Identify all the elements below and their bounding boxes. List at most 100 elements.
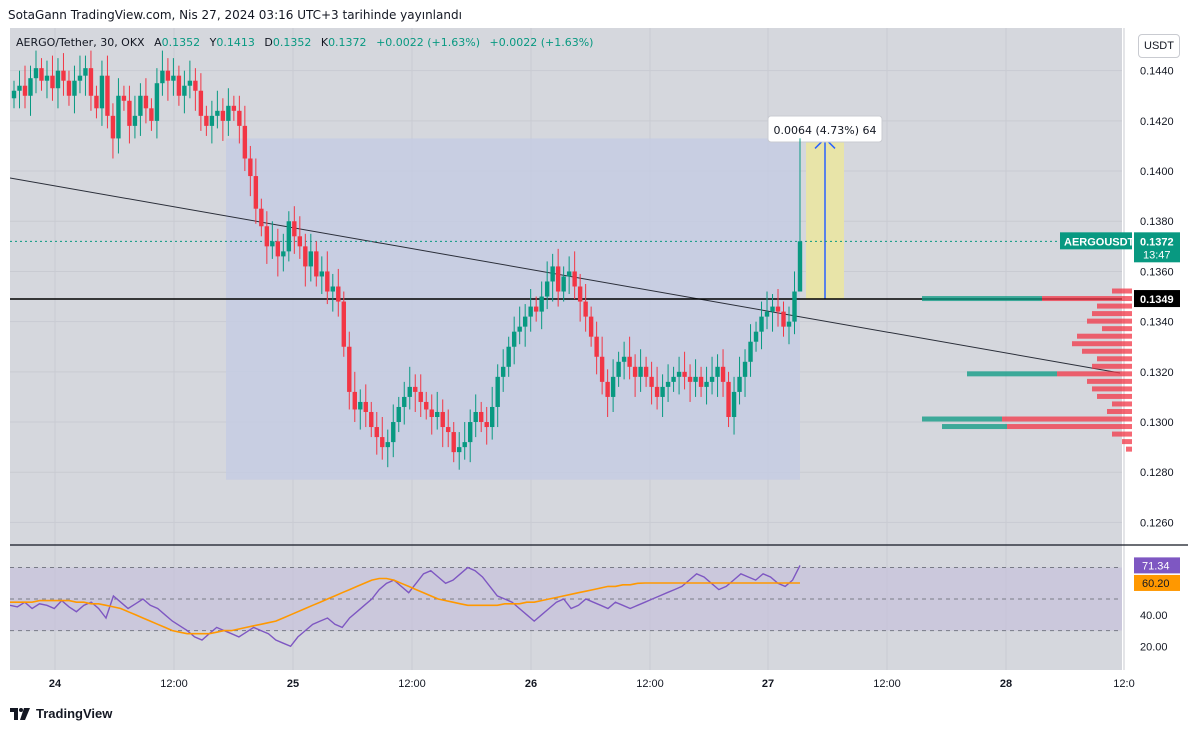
candle bbox=[396, 406, 401, 423]
rsi-tick-label: 40.00 bbox=[1140, 610, 1168, 622]
candle bbox=[336, 286, 341, 302]
candle bbox=[435, 411, 440, 418]
candle bbox=[528, 306, 533, 317]
symbol-tag: AERGOUSDT bbox=[1064, 236, 1135, 248]
candle bbox=[160, 70, 165, 84]
candle bbox=[616, 361, 621, 377]
range-box bbox=[226, 138, 800, 480]
candle bbox=[709, 376, 715, 382]
footer: TradingView bbox=[10, 706, 112, 721]
candle bbox=[517, 326, 522, 332]
chart-area[interactable]: 0.1440 0.1420 0.1400 0.1380 0.1360 0.1340 0.13… bbox=[10, 28, 1188, 696]
rsi-tag: 71.34 bbox=[1142, 560, 1170, 572]
measure-label-box bbox=[767, 115, 883, 143]
y-tick-label: 0.1380 bbox=[1140, 216, 1174, 228]
candle bbox=[275, 241, 281, 257]
candle bbox=[127, 100, 132, 126]
candle bbox=[248, 158, 253, 177]
volume-profile-bar bbox=[1107, 408, 1132, 414]
x-tick-label: 12:0 bbox=[1113, 678, 1134, 690]
high-label: Y bbox=[209, 36, 217, 49]
volume-profile-bar bbox=[1082, 348, 1132, 354]
candle bbox=[380, 437, 385, 448]
candle bbox=[391, 422, 396, 443]
volume-profile-bar bbox=[1092, 311, 1132, 317]
y-tick-label: 0.1300 bbox=[1140, 417, 1174, 429]
price-scale-background bbox=[1122, 28, 1188, 696]
symbol-tag-box bbox=[1060, 232, 1132, 250]
candle bbox=[347, 346, 352, 392]
volume-profile-bar bbox=[1097, 356, 1132, 362]
candle bbox=[143, 95, 149, 109]
rsi-tick-label: 20.00 bbox=[1140, 641, 1168, 653]
volume-profile-bar bbox=[967, 371, 1057, 377]
candle bbox=[462, 442, 467, 448]
volume-profile-bar bbox=[1072, 341, 1132, 347]
volume-profile-bar bbox=[922, 416, 1002, 422]
candle bbox=[220, 110, 226, 121]
candle bbox=[264, 226, 270, 247]
candle bbox=[215, 110, 220, 116]
candle bbox=[643, 366, 649, 377]
candle bbox=[446, 427, 451, 433]
candle bbox=[572, 271, 577, 287]
candle bbox=[577, 286, 583, 302]
candle bbox=[11, 90, 17, 99]
y-tick-label: 0.1340 bbox=[1140, 317, 1174, 329]
volume-profile-bar bbox=[1102, 326, 1132, 332]
candle bbox=[561, 276, 566, 292]
candle bbox=[341, 301, 346, 347]
candle bbox=[781, 311, 786, 327]
candle bbox=[385, 442, 390, 448]
candle bbox=[511, 331, 517, 347]
symbol-label: AERGO/Tether, 30, OKX bbox=[16, 36, 145, 49]
candle bbox=[116, 95, 121, 139]
candle bbox=[555, 266, 561, 292]
candle bbox=[237, 110, 242, 126]
candle bbox=[665, 381, 671, 387]
candle bbox=[358, 401, 363, 410]
candle bbox=[413, 386, 418, 392]
candle bbox=[588, 316, 594, 337]
candle bbox=[325, 271, 330, 292]
candle bbox=[660, 386, 665, 397]
trend-line bbox=[10, 177, 1121, 374]
candle bbox=[303, 246, 308, 267]
candle bbox=[605, 381, 610, 397]
candle bbox=[533, 306, 539, 312]
candle bbox=[627, 356, 632, 367]
volume-profile-bar bbox=[1007, 424, 1132, 430]
tradingview-brand: TradingView bbox=[36, 706, 113, 721]
candle bbox=[682, 371, 687, 377]
last-price-tag: 0.1372 bbox=[1140, 236, 1174, 248]
candle bbox=[539, 296, 544, 312]
candle bbox=[775, 306, 781, 312]
candle bbox=[632, 366, 638, 377]
candle bbox=[55, 70, 61, 89]
rsi-ma-tag: 60.20 bbox=[1142, 578, 1170, 590]
candle bbox=[748, 341, 753, 362]
candle bbox=[500, 366, 506, 377]
measure-label: 0.0064 (4.73%) 64 bbox=[773, 124, 876, 137]
tradingview-logo-icon bbox=[10, 707, 30, 720]
volume-profile-bar bbox=[1112, 401, 1132, 407]
low-value: 0.1352 bbox=[272, 36, 312, 49]
candle bbox=[253, 176, 259, 209]
candle bbox=[759, 316, 764, 332]
volume-profile-bar bbox=[942, 424, 1007, 430]
open-value: 0.1352 bbox=[161, 36, 201, 49]
volume-profile-bar bbox=[1097, 303, 1132, 309]
candle bbox=[489, 406, 495, 428]
candle bbox=[182, 85, 187, 96]
candle bbox=[314, 251, 319, 277]
x-tick-label: 24 bbox=[49, 678, 62, 690]
chart-canvas[interactable]: 0.1440 0.1420 0.1400 0.1380 0.1360 0.1340 0.13… bbox=[10, 28, 1188, 696]
candle bbox=[473, 411, 478, 423]
candle bbox=[17, 85, 22, 91]
currency-button[interactable]: USDT bbox=[1138, 34, 1180, 58]
candle bbox=[231, 105, 237, 111]
candle bbox=[83, 68, 88, 76]
candle bbox=[753, 331, 759, 342]
candle bbox=[770, 306, 775, 312]
x-tick-label: 12:00 bbox=[398, 678, 426, 690]
